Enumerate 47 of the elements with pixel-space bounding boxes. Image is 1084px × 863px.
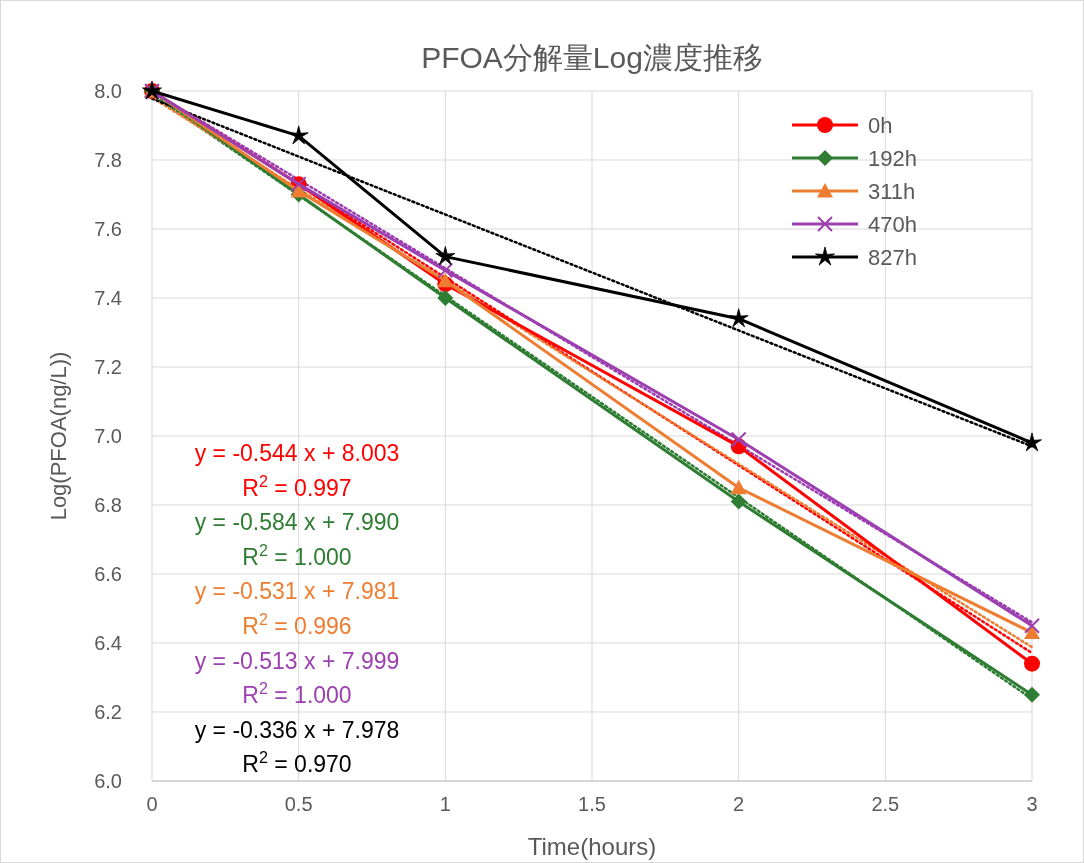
y-tick-label: 7.6 bbox=[94, 218, 122, 240]
y-tick-label: 7.4 bbox=[94, 287, 122, 309]
point bbox=[435, 246, 456, 266]
legend-label: 311h bbox=[868, 179, 916, 204]
y-tick-label: 7.0 bbox=[94, 425, 122, 447]
y-tick-label: 6.8 bbox=[94, 494, 122, 516]
x-axis-title: Time(hours) bbox=[527, 833, 657, 860]
x-tick-label: 2.5 bbox=[871, 793, 900, 815]
x-tick-label: 0 bbox=[146, 793, 158, 815]
legend-label: 192h bbox=[868, 146, 917, 171]
annotation: y = -0.531 x + 7.981 bbox=[194, 578, 400, 605]
legend-label: 0h bbox=[868, 113, 893, 138]
annotation: R$^{2}$ = 1.000 bbox=[242, 540, 352, 570]
point bbox=[730, 431, 747, 448]
annotation: R$^{2}$ = 0.996 bbox=[242, 610, 352, 639]
point bbox=[1024, 686, 1040, 703]
point bbox=[437, 290, 454, 306]
y-axis-title: Log(PFOA(ng/L)) bbox=[46, 351, 71, 521]
y-tick-label: 6.6 bbox=[94, 563, 122, 585]
point bbox=[288, 125, 309, 145]
annotation: y = -0.513 x + 7.999 bbox=[194, 647, 400, 674]
annotation: R$^{2}$ = 1.000 bbox=[242, 679, 352, 709]
y-tick-label: 7.2 bbox=[94, 356, 122, 378]
x-tick-label: 0.5 bbox=[284, 793, 313, 815]
y-tick-label: 8.0 bbox=[94, 80, 122, 102]
y-tick-label: 6.2 bbox=[94, 701, 122, 723]
x-tick-label: 1 bbox=[439, 793, 451, 815]
y-tick-label: 6.4 bbox=[94, 632, 122, 654]
annotation: R$^{2}$ = 0.970 bbox=[242, 748, 352, 778]
annotation: y = -0.544 x + 8.003 bbox=[194, 440, 400, 466]
annotation: y = -0.584 x + 7.990 bbox=[194, 509, 400, 536]
chart-title: PFOA分解量Log濃度推移 bbox=[421, 41, 763, 74]
point bbox=[1022, 432, 1042, 452]
point bbox=[728, 308, 749, 328]
point bbox=[1024, 617, 1040, 634]
annotation: y = -0.336 x + 7.978 bbox=[194, 716, 400, 743]
y-tick-label: 6.0 bbox=[94, 770, 122, 792]
point bbox=[1024, 655, 1040, 672]
point bbox=[730, 479, 747, 495]
annotation: R$^{2}$ = 0.997 bbox=[242, 471, 352, 501]
point bbox=[730, 493, 747, 510]
y-tick-label: 7.8 bbox=[94, 149, 122, 171]
x-tick-label: 2 bbox=[733, 793, 745, 815]
legend-label: 827h bbox=[868, 245, 917, 270]
legend-label: 470h bbox=[868, 212, 917, 237]
x-tick-label: 1.5 bbox=[578, 793, 606, 815]
x-tick-label: 3 bbox=[1026, 793, 1038, 815]
